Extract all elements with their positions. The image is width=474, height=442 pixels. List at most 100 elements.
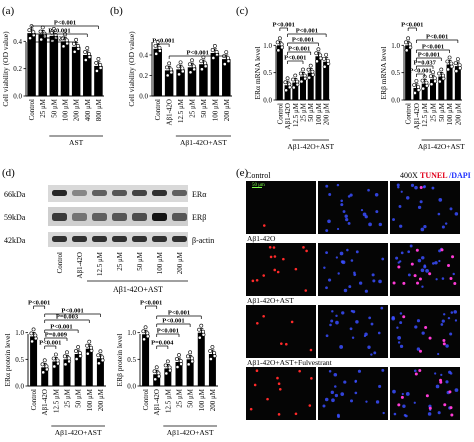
x-tick-label-6: 100 μM <box>446 102 454 125</box>
dapi-nucleus <box>337 272 340 275</box>
dapi-nucleus <box>406 196 410 200</box>
dapi-nucleus <box>454 319 458 322</box>
merge-cell <box>414 372 418 376</box>
data-point <box>175 365 180 369</box>
dapi-nucleus <box>345 218 349 222</box>
data-point <box>187 62 192 67</box>
x-tick-label-3: 12.5 μM <box>292 102 300 127</box>
data-point <box>433 79 438 84</box>
data-point <box>314 51 319 56</box>
x-tick-label-3: 12.5 μM <box>421 102 429 127</box>
x-tick-label-7: 800 μM <box>95 98 103 121</box>
y-axis-label: ERβ mRNA level <box>379 47 388 100</box>
x-tick-label-3: 12.5 μM <box>52 388 60 413</box>
p-value-label: P=0.003 <box>56 314 79 321</box>
tunel-cell <box>310 377 313 380</box>
data-point <box>76 345 81 349</box>
blot-band <box>112 236 127 242</box>
y-tick-label: 0.2 <box>139 72 148 80</box>
fluor-image <box>246 305 316 358</box>
fluor-image <box>246 181 316 234</box>
merge-cell <box>400 395 404 399</box>
dapi-nucleus <box>405 392 410 396</box>
dapi-nucleus <box>421 285 424 288</box>
dapi-nucleus <box>449 207 453 211</box>
data-point <box>197 335 202 340</box>
p-value-label: P<0.001 <box>162 318 184 325</box>
data-point <box>96 353 101 358</box>
dapi-nucleus <box>399 321 403 325</box>
bar-1 <box>27 33 36 96</box>
y-tick-label: 0.0 <box>13 93 22 101</box>
data-point <box>212 351 217 355</box>
data-point <box>224 50 229 55</box>
bar-2 <box>41 367 49 386</box>
data-point <box>210 345 215 349</box>
x-tick-label-1: Control <box>276 103 284 124</box>
merge-cell <box>440 248 444 252</box>
x-tick-label-6: 400 μM <box>84 98 92 121</box>
tunel-cell <box>294 412 298 416</box>
data-point <box>74 37 79 42</box>
blot-lane-label-1: Control <box>56 252 64 273</box>
bar-1 <box>30 336 38 386</box>
data-point <box>45 367 49 372</box>
merge-cell <box>428 406 432 410</box>
data-point <box>78 351 82 355</box>
data-point <box>67 359 72 364</box>
dapi-nucleus <box>417 205 422 210</box>
data-point <box>44 364 49 369</box>
merge-cell <box>449 276 453 280</box>
data-point <box>212 44 217 48</box>
bar-3 <box>52 361 60 386</box>
data-point <box>455 57 460 62</box>
data-point <box>155 39 160 44</box>
data-point <box>153 43 158 48</box>
data-point <box>424 80 429 85</box>
y-tick-label: 1.0 <box>263 42 272 50</box>
dapi-nucleus <box>370 322 374 326</box>
dapi-nucleus <box>370 353 373 356</box>
p-value-label: P<0.001 <box>140 300 162 307</box>
dapi-nucleus <box>438 198 443 202</box>
dapi-nucleus <box>453 310 457 314</box>
data-point <box>190 58 194 63</box>
dapi-nucleus <box>365 400 368 403</box>
western-blot: 66kDa 59kDa 42kDa ERα ERβ β-actin Contro… <box>4 185 214 294</box>
bar-6 <box>210 52 220 96</box>
data-point <box>143 325 148 330</box>
tunel-cell <box>273 255 277 258</box>
dapi-nucleus <box>396 183 400 187</box>
data-point <box>326 58 330 63</box>
data-point <box>210 48 215 52</box>
p-value-label: P<0.001 <box>296 28 318 35</box>
data-point <box>66 356 71 361</box>
data-point <box>55 358 60 363</box>
data-point <box>280 45 284 50</box>
data-point <box>167 61 172 66</box>
blot-lane-label-4: 25 μM <box>116 251 124 271</box>
tunel-cell <box>277 382 281 386</box>
tunel-cell <box>277 413 281 416</box>
merge-cell <box>410 262 414 266</box>
dapi-nucleus <box>327 219 331 224</box>
blot-band <box>52 190 67 196</box>
dapi-nucleus <box>440 373 443 377</box>
dapi-nucleus <box>347 221 351 225</box>
dapi-nucleus <box>354 380 357 383</box>
data-point <box>306 67 311 72</box>
group-label: AST <box>69 138 84 147</box>
panel-letter-c: (c) <box>236 5 249 17</box>
merge-cell <box>425 394 429 398</box>
data-point <box>60 36 65 41</box>
data-point <box>188 350 193 355</box>
data-point <box>31 30 36 35</box>
data-point <box>76 46 81 51</box>
blot-band <box>132 190 147 196</box>
tunel-cell <box>262 224 266 227</box>
p-value-label: P<0.001 <box>273 22 295 29</box>
dapi-nucleus <box>368 222 372 227</box>
